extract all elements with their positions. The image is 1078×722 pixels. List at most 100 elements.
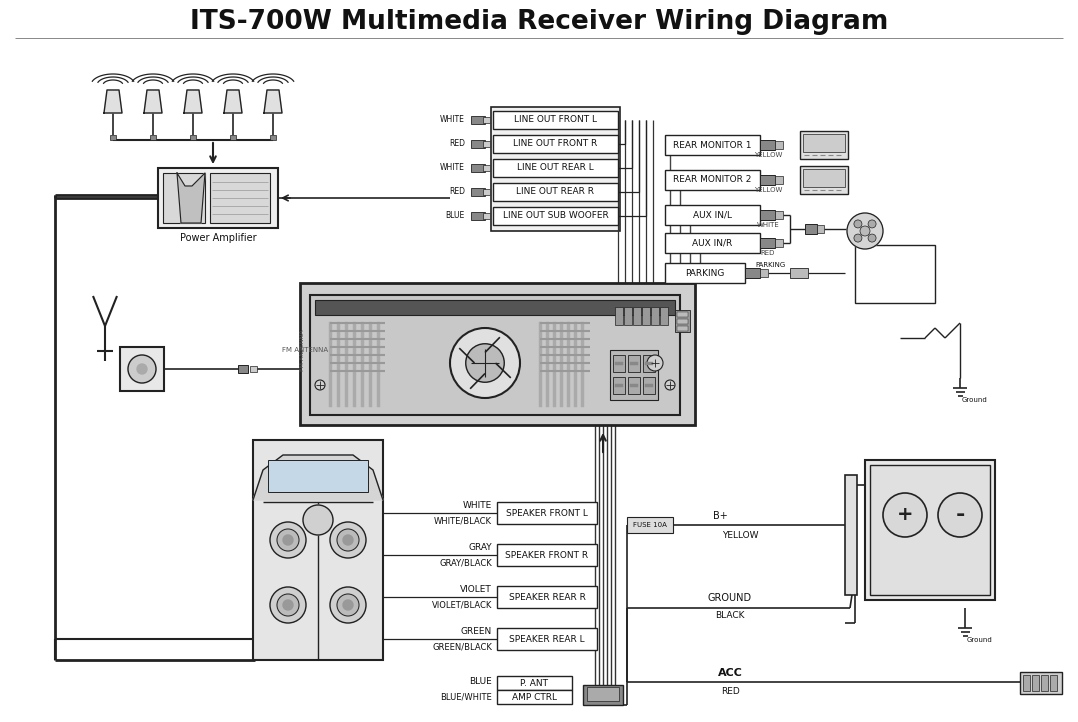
Bar bbox=[497, 628, 597, 650]
Text: Ground: Ground bbox=[967, 637, 993, 643]
Bar bbox=[150, 135, 156, 140]
Text: FM ANTENNA: FM ANTENNA bbox=[300, 329, 304, 371]
Text: VIOLET/BLACK: VIOLET/BLACK bbox=[431, 601, 492, 609]
Bar bbox=[805, 224, 817, 234]
Text: WHITE: WHITE bbox=[462, 502, 492, 510]
Bar bbox=[630, 362, 638, 365]
Bar bbox=[497, 690, 572, 704]
Bar bbox=[315, 300, 675, 315]
Bar bbox=[613, 377, 625, 394]
Text: VIOLET: VIOLET bbox=[460, 586, 492, 594]
Text: GREEN/BLACK: GREEN/BLACK bbox=[432, 643, 492, 651]
Circle shape bbox=[330, 587, 367, 623]
Bar bbox=[616, 307, 623, 325]
Circle shape bbox=[270, 587, 306, 623]
Text: FUSE 10A: FUSE 10A bbox=[633, 522, 667, 528]
Text: AMP CTRL: AMP CTRL bbox=[511, 692, 556, 702]
Bar bbox=[645, 362, 653, 365]
Bar bbox=[760, 140, 775, 150]
Bar bbox=[163, 173, 205, 223]
Circle shape bbox=[466, 344, 505, 382]
Polygon shape bbox=[264, 90, 282, 113]
Text: WHITE/BLACK: WHITE/BLACK bbox=[434, 516, 492, 526]
Bar bbox=[630, 384, 638, 387]
Text: FM ANTENNA: FM ANTENNA bbox=[282, 347, 328, 353]
Text: SPEAKER FRONT L: SPEAKER FRONT L bbox=[506, 508, 588, 518]
Circle shape bbox=[647, 355, 663, 371]
Circle shape bbox=[337, 594, 359, 616]
Circle shape bbox=[868, 234, 876, 242]
Bar bbox=[310, 295, 680, 415]
Text: LINE OUT SUB WOOFER: LINE OUT SUB WOOFER bbox=[502, 212, 608, 220]
Text: BLUE: BLUE bbox=[469, 677, 492, 685]
Bar bbox=[665, 170, 760, 190]
Text: RED: RED bbox=[720, 687, 740, 697]
Circle shape bbox=[938, 493, 982, 537]
Bar bbox=[158, 168, 278, 228]
Bar bbox=[1041, 675, 1048, 691]
Text: Power Amplifier: Power Amplifier bbox=[180, 233, 257, 243]
Bar bbox=[493, 207, 618, 225]
Bar bbox=[775, 211, 783, 219]
Text: LINE OUT REAR L: LINE OUT REAR L bbox=[517, 163, 594, 173]
Bar bbox=[775, 239, 783, 247]
Bar bbox=[616, 362, 623, 365]
Bar bbox=[642, 377, 655, 394]
Bar bbox=[497, 502, 597, 524]
Bar bbox=[870, 465, 990, 595]
Bar bbox=[238, 365, 248, 373]
Polygon shape bbox=[253, 455, 383, 500]
Bar bbox=[345, 322, 348, 407]
Bar bbox=[628, 377, 640, 394]
Bar bbox=[573, 322, 577, 407]
Text: WHITE: WHITE bbox=[440, 163, 465, 173]
Bar bbox=[642, 355, 655, 372]
Text: YELLOW: YELLOW bbox=[722, 531, 758, 541]
Bar bbox=[471, 140, 485, 148]
Text: Ground: Ground bbox=[962, 397, 987, 403]
Bar bbox=[616, 384, 623, 387]
Circle shape bbox=[277, 594, 299, 616]
Bar bbox=[483, 213, 490, 219]
Polygon shape bbox=[224, 90, 241, 113]
Bar bbox=[377, 322, 381, 407]
Text: LINE OUT FRONT R: LINE OUT FRONT R bbox=[513, 139, 597, 149]
Bar bbox=[329, 322, 332, 407]
Circle shape bbox=[277, 529, 299, 551]
Bar bbox=[760, 175, 775, 185]
Circle shape bbox=[284, 600, 293, 610]
Text: BLUE: BLUE bbox=[445, 212, 465, 220]
Text: SPEAKER REAR L: SPEAKER REAR L bbox=[509, 635, 584, 643]
Bar bbox=[760, 269, 768, 277]
Text: AUX IN/R: AUX IN/R bbox=[692, 238, 733, 248]
Bar bbox=[677, 312, 688, 317]
Bar bbox=[628, 355, 640, 372]
Circle shape bbox=[343, 535, 353, 545]
Circle shape bbox=[337, 529, 359, 551]
Text: SPEAKER FRONT R: SPEAKER FRONT R bbox=[506, 550, 589, 560]
Bar bbox=[675, 310, 690, 332]
Bar bbox=[471, 188, 485, 196]
Text: GRAY: GRAY bbox=[468, 544, 492, 552]
Circle shape bbox=[270, 522, 306, 558]
Bar bbox=[1020, 672, 1062, 694]
Bar bbox=[642, 307, 650, 325]
Bar bbox=[581, 322, 584, 407]
Text: GREEN: GREEN bbox=[460, 627, 492, 637]
Bar bbox=[497, 586, 597, 608]
Text: ITS-700W Multimedia Receiver Wiring Diagram: ITS-700W Multimedia Receiver Wiring Diag… bbox=[190, 9, 888, 35]
Bar bbox=[253, 440, 383, 660]
Text: YELLOW: YELLOW bbox=[754, 152, 783, 158]
Circle shape bbox=[868, 220, 876, 228]
Bar bbox=[471, 212, 485, 220]
Bar bbox=[583, 685, 623, 705]
Bar bbox=[230, 135, 236, 140]
Bar bbox=[651, 307, 659, 325]
Bar bbox=[845, 475, 857, 595]
Circle shape bbox=[854, 234, 862, 242]
Text: YELLOW: YELLOW bbox=[754, 187, 783, 193]
Bar bbox=[369, 322, 372, 407]
Bar bbox=[120, 347, 164, 391]
Bar bbox=[1032, 675, 1039, 691]
Bar bbox=[613, 355, 625, 372]
